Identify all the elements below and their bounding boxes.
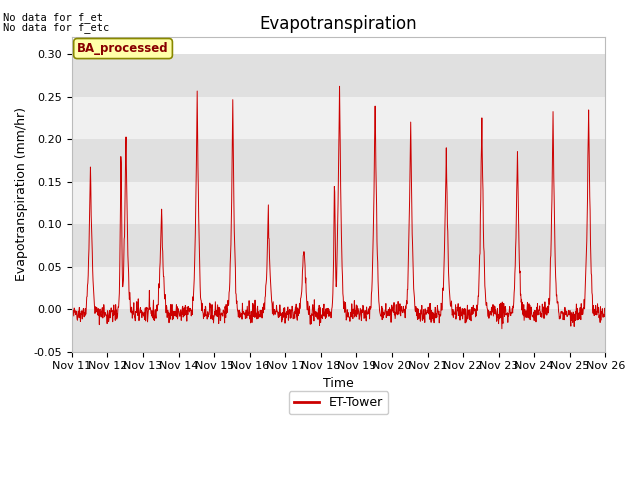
Bar (72, 224, 605, 266)
Bar (72, 266, 605, 309)
Text: No data for f_et: No data for f_et (3, 12, 103, 23)
Text: BA_processed: BA_processed (77, 42, 169, 55)
X-axis label: Time: Time (323, 377, 354, 390)
Y-axis label: Evapotranspiration (mm/hr): Evapotranspiration (mm/hr) (15, 108, 28, 281)
Bar (72, 182, 605, 224)
Bar (72, 54, 605, 97)
Title: Evapotranspiration: Evapotranspiration (260, 15, 417, 33)
Bar (72, 139, 605, 182)
Legend: ET-Tower: ET-Tower (289, 391, 388, 414)
Bar (72, 309, 605, 351)
Text: No data for f_etc: No data for f_etc (3, 22, 109, 33)
Bar (72, 97, 605, 139)
